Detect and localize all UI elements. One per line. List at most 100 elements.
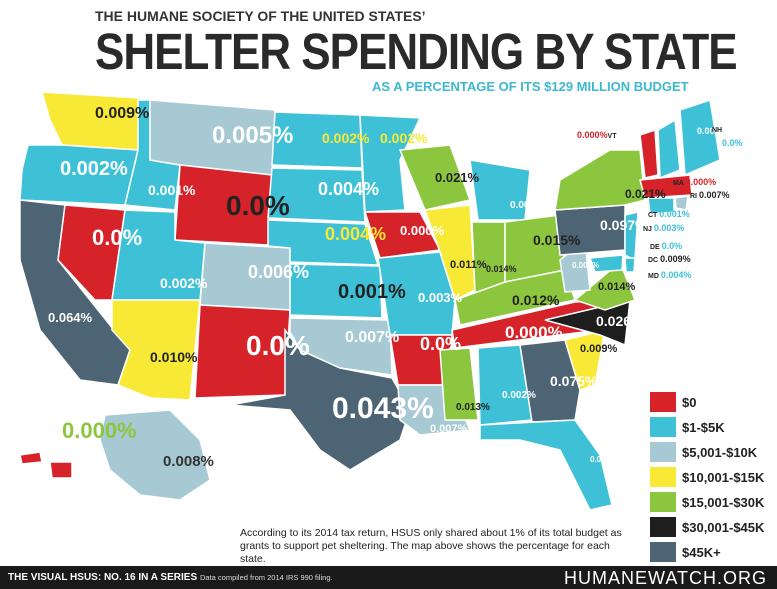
state-value-mi: 0.001% bbox=[510, 200, 544, 211]
state-value-ga: 0.075% bbox=[550, 373, 598, 389]
legend-label: $1-$5K bbox=[682, 419, 725, 435]
state-fl bbox=[479, 419, 613, 511]
state-value-ut: 0.002% bbox=[160, 275, 208, 291]
state-ri bbox=[674, 195, 689, 211]
state-value-in: 0.014% bbox=[486, 264, 517, 274]
state-value-hi: 0.000% bbox=[62, 418, 137, 443]
legend: $0 $1-$5K $5,001-$10K $10,001-$15K $15,001-$… bbox=[650, 390, 764, 565]
legend-label: $5,001-$10K bbox=[682, 444, 758, 460]
footer-bar: THE VISUAL HSUS: NO. 16 IN A SERIES Data… bbox=[0, 566, 777, 589]
legend-swatch bbox=[650, 392, 676, 412]
legend-swatch bbox=[650, 492, 676, 512]
legend-item: $10,001-$15K bbox=[650, 465, 764, 489]
state-value-ak: 0.008% bbox=[163, 453, 214, 470]
legend-item: $1-$5K bbox=[650, 415, 764, 439]
page-title: SHELTER SPENDING BY STATE bbox=[95, 24, 738, 81]
state-value-wi: 0.021% bbox=[435, 170, 480, 185]
state-value-al: 0.002% bbox=[502, 390, 536, 401]
state-value-il: 0.011% bbox=[450, 259, 487, 271]
state-value-ok: 0.007% bbox=[345, 329, 399, 346]
legend-swatch bbox=[650, 542, 676, 562]
callout-ma: MA 0.000% bbox=[673, 177, 716, 187]
state-value-ny: 0.021% bbox=[625, 187, 666, 201]
state-value-nm: 0.0% bbox=[246, 330, 310, 361]
state-value-fl: 0.001% bbox=[590, 455, 617, 464]
state-value-nv: 0.0% bbox=[92, 225, 142, 250]
state-value-la: 0.007% bbox=[430, 423, 468, 435]
state-il bbox=[423, 204, 476, 302]
state-value-co: 0.006% bbox=[248, 262, 309, 282]
state-value-wy: 0.0% bbox=[226, 190, 290, 221]
legend-swatch bbox=[650, 417, 676, 437]
legend-item: $45K+ bbox=[650, 540, 764, 564]
state-value-ca: 0.064% bbox=[48, 310, 93, 325]
state-value-tx: 0.043% bbox=[332, 392, 434, 425]
legend-label: $10,001-$15K bbox=[682, 469, 765, 485]
callout-ct: CT 0.001% bbox=[648, 209, 690, 219]
state-value-ar: 0.0% bbox=[420, 334, 461, 354]
state-value-wa: 0.009% bbox=[95, 105, 149, 122]
footer-source: Data compiled from 2014 IRS 990 filing. bbox=[200, 573, 333, 582]
state-mi bbox=[469, 159, 531, 221]
state-ms bbox=[439, 347, 479, 421]
state-ma bbox=[639, 174, 693, 199]
footer-brand: HUMANEWATCH.ORG bbox=[564, 568, 767, 588]
state-value-az: 0.010% bbox=[150, 349, 198, 365]
state-mn bbox=[359, 114, 422, 213]
state-tx bbox=[229, 327, 411, 471]
legend-label: $30,001-$45K bbox=[682, 519, 765, 535]
header-overline: THE HUMANE SOCIETY OF THE UNITED STATES’ bbox=[95, 8, 426, 24]
state-ks bbox=[289, 263, 383, 319]
state-wi bbox=[398, 144, 471, 211]
state-value-nd: 0.002% bbox=[322, 130, 370, 146]
state-value-pa: 0.097% bbox=[600, 217, 648, 233]
state-value-mo: 0.003% bbox=[418, 290, 463, 305]
state-sd bbox=[267, 167, 366, 223]
state-value-tn: 0.000% bbox=[505, 323, 563, 342]
state-hi bbox=[19, 451, 73, 479]
state-ct bbox=[647, 197, 675, 215]
footer-series: THE VISUAL HSUS: NO. 16 IN A SERIES bbox=[8, 572, 198, 583]
state-value-mt: 0.005% bbox=[212, 122, 293, 149]
state-value-ms: 0.013% bbox=[456, 402, 490, 413]
state-me bbox=[679, 99, 721, 177]
state-value-ia: 0.000% bbox=[400, 223, 445, 238]
state-value-ne: 0.004% bbox=[325, 224, 386, 244]
state-value-ky: 0.012% bbox=[512, 292, 560, 308]
state-ak bbox=[99, 409, 211, 501]
state-nv bbox=[57, 204, 126, 301]
state-value-mn: 0.002% bbox=[380, 130, 428, 146]
state-value-sc: 0.009% bbox=[580, 343, 618, 355]
state-ne bbox=[267, 219, 380, 266]
legend-label: $15,001-$30K bbox=[682, 494, 765, 510]
state-ga bbox=[519, 339, 581, 423]
legend-label: $0 bbox=[682, 394, 697, 410]
state-md bbox=[588, 254, 624, 273]
legend-item: $5,001-$10K bbox=[650, 440, 764, 464]
callout-md: MD 0.004% bbox=[648, 270, 691, 280]
callout-nj: NJ 0.003% bbox=[643, 223, 684, 233]
state-ny bbox=[554, 149, 646, 211]
legend-item: $15,001-$30K bbox=[650, 490, 764, 514]
state-value-oh: 0.015% bbox=[533, 232, 581, 248]
page-subtitle: AS A PERCENTAGE OF ITS $129 MILLION BUDG… bbox=[372, 79, 689, 94]
callout-vt: 0.000%VT bbox=[577, 130, 617, 140]
callout-ri: RI 0.007% bbox=[690, 190, 729, 200]
state-value-or: 0.002% bbox=[60, 158, 128, 180]
state-value-me: 0.002% bbox=[697, 126, 728, 136]
state-mo bbox=[377, 251, 456, 336]
state-value-ks: 0.001% bbox=[338, 281, 406, 303]
callout-dc: DC 0.009% bbox=[648, 254, 691, 264]
state-value-sd: 0.004% bbox=[318, 179, 379, 199]
callout-de: DE 0.0% bbox=[650, 241, 682, 251]
state-value-nc: 0.026% bbox=[596, 313, 644, 329]
legend-label: $45K+ bbox=[682, 544, 721, 560]
legend-swatch bbox=[650, 517, 676, 537]
legend-item: $0 bbox=[650, 390, 764, 414]
state-value-wv: 0.007% bbox=[572, 261, 599, 270]
callout-nh: NH 0.0% bbox=[712, 127, 743, 148]
state-va bbox=[573, 260, 636, 311]
note-text: According to its 2014 tax return, HSUS o… bbox=[240, 527, 622, 565]
state-nh bbox=[657, 118, 681, 180]
